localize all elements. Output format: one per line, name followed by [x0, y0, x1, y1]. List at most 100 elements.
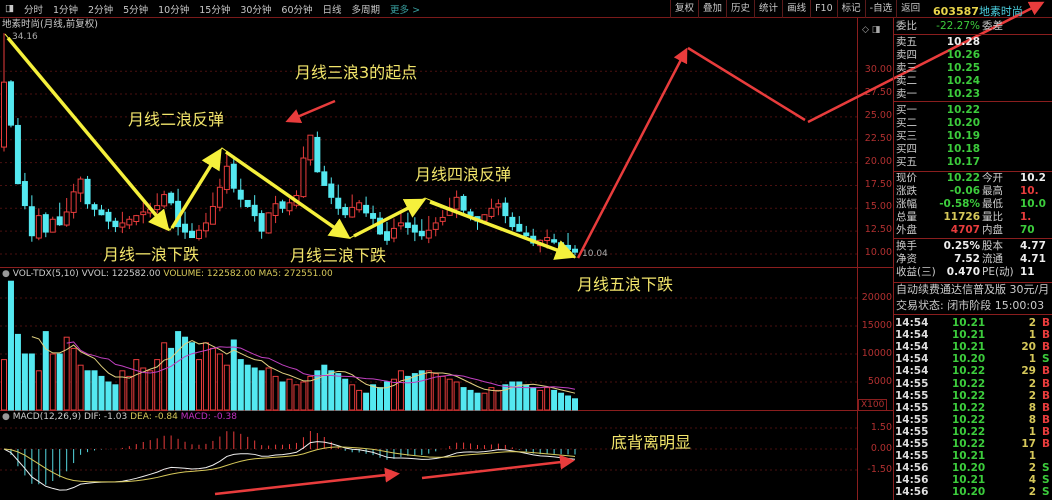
candle-body	[216, 186, 223, 208]
tool-button[interactable]: 标记	[836, 0, 865, 18]
period-tab[interactable]: 多周期	[351, 4, 381, 16]
tool-button[interactable]: 叠加	[698, 0, 726, 18]
tick-side: B	[1042, 413, 1051, 426]
candle-body	[356, 202, 363, 211]
quote-row: 净资 7.52 流通 4.71	[894, 253, 1052, 266]
volume-bar	[286, 378, 293, 411]
period-tab[interactable]: 2分钟	[88, 4, 114, 16]
volume-bar	[404, 375, 411, 411]
tick-price: 10.22	[952, 401, 986, 414]
period-tab[interactable]: 5分钟	[123, 4, 149, 16]
volume-bar	[56, 353, 63, 411]
value: 10.18	[946, 143, 980, 155]
candle-body	[140, 211, 147, 216]
panel-toggle-icon[interactable]: ◨	[5, 3, 14, 14]
tick-row: 14:55 10.22 2 B	[894, 390, 1052, 403]
candle-body	[377, 217, 384, 235]
volume-bar	[460, 387, 467, 411]
candle-body	[272, 203, 279, 216]
chart-settings-icons[interactable]: ◇ ◨	[862, 25, 881, 35]
tick-row: 14:54 10.20 1 S	[894, 353, 1052, 366]
volume-bar	[7, 280, 14, 411]
volume-bar	[91, 370, 98, 411]
volume-bar	[363, 392, 370, 411]
volume-bar	[98, 375, 105, 411]
value: 4.77	[1020, 240, 1046, 252]
volume-bar	[237, 359, 244, 411]
volume-bar	[195, 359, 202, 411]
candle-body	[161, 194, 168, 207]
tool-button[interactable]: 返回	[896, 0, 924, 18]
volume-ma5-line	[31, 336, 576, 394]
indicator-menu-icon[interactable]: ●	[2, 412, 10, 422]
tick-side: S	[1042, 486, 1050, 499]
more-periods-button[interactable]: 更多 >	[390, 4, 421, 16]
volume-bar	[14, 333, 21, 411]
label: 卖五	[896, 36, 917, 48]
tick-volume: 1	[1028, 353, 1036, 366]
candle-body	[21, 181, 28, 207]
volume-bar	[474, 392, 481, 411]
volume-bar	[35, 370, 42, 411]
promo-text[interactable]: 自动续费通达信普及版 30元/月	[896, 283, 1050, 296]
tick-row: 14:55 10.21 1	[894, 450, 1052, 463]
period-tab[interactable]: 分时	[23, 4, 43, 16]
label: 最高	[982, 185, 1003, 197]
stock-name: 地素时尚	[978, 5, 1023, 18]
value: 10.2	[1020, 172, 1046, 184]
quote-row: 卖四 10.26	[894, 49, 1052, 62]
dif-value: DIF: -1.03	[83, 412, 128, 422]
panel-divider	[0, 267, 893, 268]
period-tab[interactable]: 15分钟	[199, 4, 231, 16]
candle-body	[133, 215, 140, 223]
tool-button[interactable]: 复权	[670, 0, 698, 18]
tool-button[interactable]: 统计	[754, 0, 782, 18]
volume-bar	[77, 364, 84, 411]
period-tab[interactable]: 10分钟	[158, 4, 190, 16]
value: 0.470	[946, 266, 980, 278]
dea-value: DEA: -0.84	[130, 412, 178, 422]
period-tab[interactable]: 1分钟	[53, 4, 79, 16]
volume-ma10-line	[66, 341, 576, 390]
price-axis-label: 12.50	[864, 224, 892, 235]
candle-body	[168, 192, 175, 204]
period-tab[interactable]: 30分钟	[240, 4, 272, 16]
quote-panel: 委比 -22.27% 委差 卖五 10.28 卖四 10.26 卖三 10.25 卖二 10.…	[893, 18, 1052, 500]
volume-bar	[342, 378, 349, 411]
tool-button[interactable]: -自选	[864, 0, 896, 18]
price-axis-label: 27.50	[864, 87, 892, 98]
quote-row: 卖一 10.23	[894, 88, 1052, 101]
volume-bar	[112, 384, 119, 411]
tick-time: 14:55	[895, 438, 929, 450]
candle-body	[460, 195, 467, 211]
volume-bar	[446, 378, 453, 411]
candle-body	[237, 189, 244, 200]
volume-bar	[558, 392, 565, 411]
tool-button[interactable]: 历史	[726, 0, 754, 18]
label: 换手	[896, 240, 917, 252]
volume-bar	[279, 381, 286, 411]
volume-bar	[321, 364, 328, 411]
label: 买一	[896, 104, 917, 116]
period-tab[interactable]: 日线	[322, 4, 342, 16]
ma5-value: MA5: 272551.00	[258, 269, 333, 279]
tick-side: S	[1042, 462, 1050, 475]
indicator-menu-icon[interactable]: ●	[2, 269, 10, 279]
volume-bar	[175, 331, 182, 411]
candle-body	[119, 222, 126, 228]
chart-tools: 复权 叠加 历史 统计 画线 F10 标记 -自选 返回	[670, 0, 924, 18]
candle-body	[91, 204, 98, 210]
candle-body	[363, 204, 370, 214]
candle-body	[189, 230, 196, 239]
volume-bar	[272, 375, 279, 411]
value: 0.25%	[943, 240, 980, 252]
period-tab[interactable]: 60分钟	[281, 4, 313, 16]
tick-volume: 2	[1028, 486, 1036, 499]
tick-time: 14:56	[895, 486, 929, 499]
kline-chart[interactable]	[0, 0, 893, 500]
tool-button[interactable]: F10	[810, 0, 837, 18]
candle-body	[70, 191, 77, 213]
tick-row: 14:55 10.22 8 B	[894, 414, 1052, 427]
tool-button[interactable]: 画线	[782, 0, 810, 18]
